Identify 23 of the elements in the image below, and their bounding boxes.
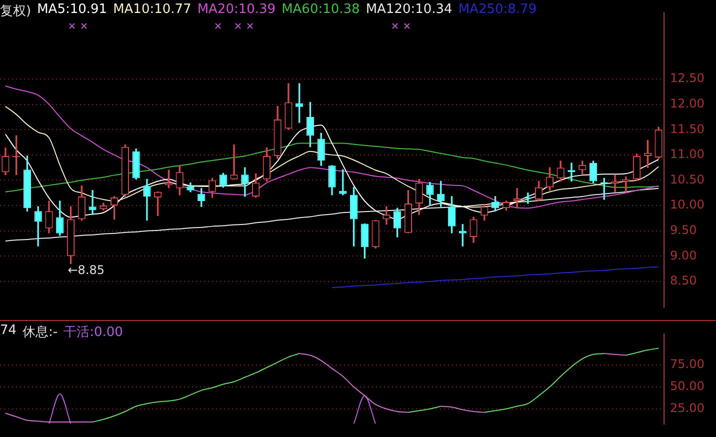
y-tick-label: 10.50: [670, 172, 704, 186]
text: MA250:8.79: [458, 2, 537, 19]
y-tick-label: 12.00: [670, 96, 704, 110]
y-tick-label: 11.50: [670, 122, 704, 136]
text: MA20:10.39: [197, 2, 276, 19]
y-tick-label: 11.00: [670, 147, 704, 162]
y-tick-label: 9.50: [670, 222, 697, 237]
y-tick-label: 8.50: [670, 274, 697, 288]
y-tick-label: 25.00: [670, 400, 704, 415]
text: 干活:0.00: [64, 324, 123, 341]
y-tick-label: 50.00: [670, 379, 704, 394]
text: MA60:10.38: [282, 2, 360, 19]
y-tick-label: 10.00: [670, 198, 704, 212]
annotation: 74: [0, 323, 17, 340]
y-tick-label: 12.50: [670, 71, 704, 86]
text: MA120:10.34: [366, 2, 452, 19]
annotation: ←8.85: [68, 262, 105, 277]
y-tick-label: 75.00: [670, 357, 704, 372]
annotation: 休息:-: [22, 324, 58, 341]
annotation: 复权): [0, 3, 32, 20]
text: MA10:10.77: [113, 2, 192, 19]
text: MA5:10.91: [37, 2, 108, 19]
y-tick-label: 9.00: [670, 248, 697, 262]
